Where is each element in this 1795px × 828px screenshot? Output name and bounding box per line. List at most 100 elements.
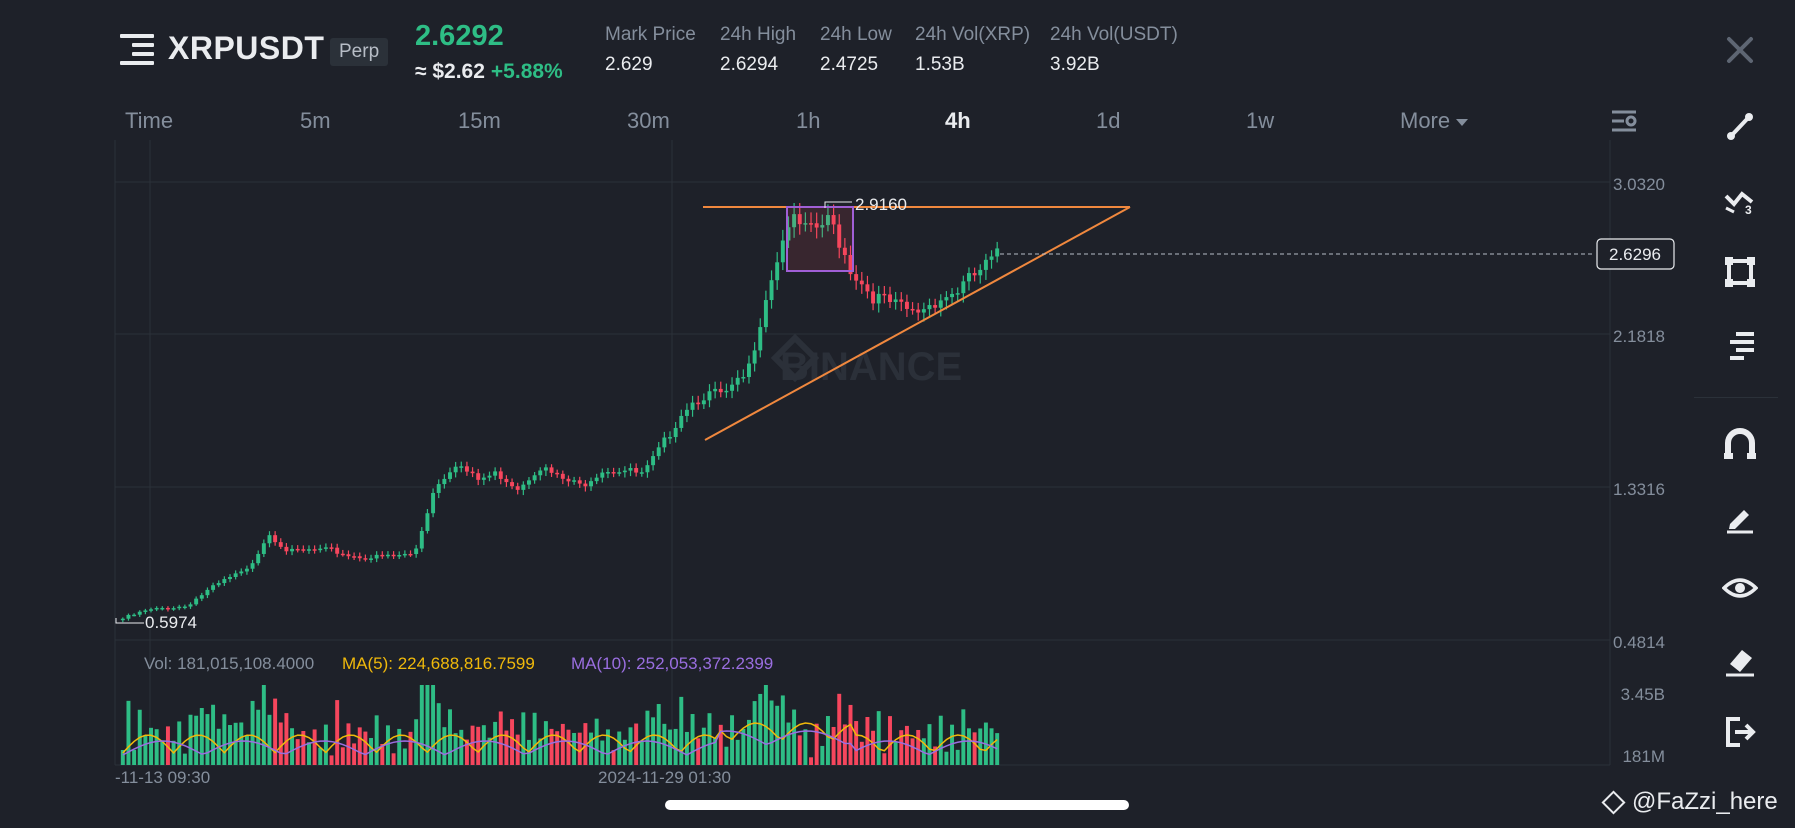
volume-bar (261, 685, 266, 765)
candle-body (983, 259, 988, 270)
volume-bar (825, 716, 830, 765)
pencil-icon[interactable] (1690, 492, 1790, 540)
candle-body (154, 607, 159, 610)
volume-bar (775, 705, 780, 765)
magnet-icon[interactable] (1690, 420, 1790, 468)
volume-bar (239, 722, 244, 765)
candle-body (425, 513, 430, 531)
diamond-icon (1601, 790, 1626, 815)
candle-body (431, 492, 436, 514)
candle-body (487, 475, 492, 478)
chart-settings-icon[interactable] (1610, 108, 1640, 139)
volume-bar (391, 753, 396, 765)
volume-bar (780, 695, 785, 765)
volume-bar (374, 715, 379, 765)
candle-body (786, 227, 791, 241)
volume-bar (865, 717, 870, 765)
candle-body (504, 478, 509, 483)
volume-bar (594, 718, 599, 765)
volume-bar (408, 731, 413, 765)
volume-bar (385, 725, 390, 765)
eye-icon[interactable] (1690, 564, 1790, 612)
candle-body (165, 607, 170, 610)
tab-30m[interactable]: 30m (627, 108, 670, 133)
candle-body (600, 472, 605, 478)
volume-bar (194, 715, 199, 765)
volume-bar (363, 731, 368, 765)
volume-bar (938, 715, 943, 765)
candle-body (284, 546, 289, 552)
menu-icon[interactable] (120, 34, 154, 66)
volume-bar (143, 735, 148, 765)
candle-body (594, 477, 599, 482)
candle-body (566, 478, 571, 482)
price-axis-label: 0.4814 (1613, 633, 1665, 652)
volume-axis-label: 181M (1622, 747, 1665, 766)
tab-1w[interactable]: 1w (1246, 108, 1275, 133)
toolbar-divider (1694, 397, 1778, 398)
candle-body (696, 402, 701, 405)
fib-tool-icon[interactable] (1690, 320, 1790, 368)
volume-bar (549, 728, 554, 765)
tab-more[interactable]: More (1400, 108, 1469, 134)
volume-bar (278, 722, 283, 765)
volume-bar (944, 751, 949, 765)
tab-1h[interactable]: 1h (796, 108, 821, 133)
candle-body (120, 618, 125, 621)
volume-bar (510, 719, 515, 765)
candle-body (329, 547, 334, 549)
stat-value: 3.92B (1050, 54, 1100, 75)
candle-body (865, 284, 870, 292)
volume-bar (758, 693, 763, 765)
volume-bar (442, 727, 447, 765)
symbol-title[interactable]: XRPUSDT (168, 30, 325, 66)
volume-bar (402, 748, 407, 765)
candle-body (521, 484, 526, 490)
volume-bar (967, 728, 971, 765)
volume-bar (318, 747, 323, 765)
candle-body (498, 471, 503, 479)
volume-bar (876, 711, 881, 765)
candle-body (730, 384, 735, 391)
volume-bar (307, 742, 311, 765)
candle-body (244, 568, 249, 572)
rectangle-tool-icon[interactable] (1690, 248, 1790, 296)
candle-body (182, 606, 187, 609)
multi-line-tool-icon[interactable]: 3 (1690, 176, 1790, 224)
candle-body (797, 214, 802, 225)
volume-bar (566, 729, 571, 765)
tab-5m[interactable]: 5m (300, 108, 331, 133)
candle-body (859, 280, 864, 285)
tab-1d[interactable]: 1d (1096, 108, 1121, 133)
candle-body (893, 299, 898, 303)
stat-value: 2.4725 (820, 54, 879, 75)
candle-body (369, 558, 373, 560)
volume-bar (397, 728, 402, 765)
volume-bar (763, 685, 768, 765)
trendline-tool-icon[interactable] (1690, 102, 1790, 150)
home-indicator[interactable] (665, 800, 1129, 810)
ma10-label: MA(10): 252,053,372.2399 (571, 654, 773, 673)
approx-price-row: ≈ $2.62 +5.88% (415, 60, 563, 84)
eraser-icon[interactable] (1690, 636, 1790, 684)
volume-bar (543, 721, 548, 765)
volume-bar (622, 739, 627, 765)
candle-body (944, 297, 949, 301)
candle-body (267, 535, 272, 544)
volume-axis-label: 3.45B (1621, 685, 1665, 704)
close-icon[interactable] (1720, 30, 1760, 70)
tab-time[interactable]: Time (125, 108, 174, 133)
tab-4h[interactable]: 4h (945, 108, 971, 133)
volume-bar (955, 749, 960, 765)
volume-bar (634, 723, 639, 765)
volume-bar (837, 693, 842, 765)
candle-body (978, 269, 983, 276)
candle-body (955, 293, 960, 295)
exit-icon[interactable] (1690, 708, 1790, 756)
candle-body (453, 466, 458, 473)
candle-body (527, 480, 531, 485)
tab-15m[interactable]: 15m (458, 108, 501, 133)
volume-bar (160, 741, 165, 765)
volume-bar (611, 750, 616, 765)
